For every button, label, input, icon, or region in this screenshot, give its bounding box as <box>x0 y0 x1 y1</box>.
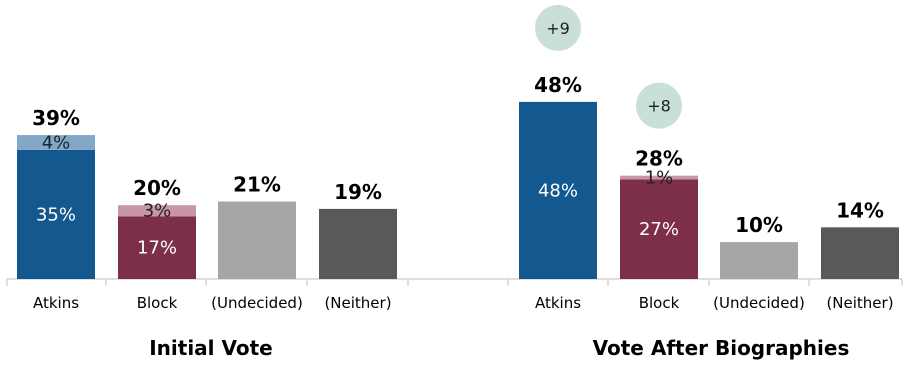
group-title-initial-vote: Initial Vote <box>149 336 273 360</box>
total-label-vote-after-biographies-atkins: 48% <box>534 73 582 97</box>
bar-segment-initial-vote-atkins-1 <box>17 135 95 150</box>
segment-label-vote-after-biographies-block-0: 27% <box>639 219 679 240</box>
bar-segment-vote-after-biographies-block-1 <box>620 175 698 180</box>
segment-label-vote-after-biographies-block-1: 1% <box>645 168 674 189</box>
bar-segment-initial-vote-block-0 <box>118 216 196 279</box>
bar-segment-vote-after-biographies-block-0 <box>620 179 698 279</box>
segment-label-initial-vote-atkins-0: 35% <box>36 204 76 225</box>
total-label-initial-vote-undecided: 21% <box>233 173 281 197</box>
bar-segment-initial-vote-undecided-0 <box>218 201 296 279</box>
segment-label-vote-after-biographies-atkins-0: 48% <box>538 180 578 201</box>
total-label-vote-after-biographies-neither: 14% <box>836 198 884 222</box>
bar-segment-initial-vote-atkins-0 <box>17 149 95 279</box>
change-badge-vote-after-biographies-atkins <box>535 4 581 51</box>
group-title-vote-after-biographies: Vote After Biographies <box>593 336 850 360</box>
segment-label-initial-vote-block-1: 3% <box>143 201 172 222</box>
bar-segment-vote-after-biographies-atkins-0 <box>519 101 597 279</box>
bar-segment-vote-after-biographies-undecided-0 <box>720 242 798 279</box>
segment-label-initial-vote-atkins-1: 4% <box>42 132 71 153</box>
category-label-initial-vote-undecided: (Undecided) <box>211 294 303 312</box>
category-label-initial-vote-atkins: Atkins <box>33 294 79 312</box>
category-label-vote-after-biographies-neither: (Neither) <box>826 294 893 312</box>
category-label-initial-vote-block: Block <box>137 294 178 312</box>
category-label-vote-after-biographies-undecided: (Undecided) <box>713 294 805 312</box>
bar-segment-vote-after-biographies-neither-0 <box>821 227 899 279</box>
category-label-vote-after-biographies-atkins: Atkins <box>535 294 581 312</box>
total-label-vote-after-biographies-block: 28% <box>635 147 683 171</box>
segment-label-initial-vote-block-0: 17% <box>137 238 177 259</box>
change-badge-vote-after-biographies-block <box>636 82 682 129</box>
total-label-initial-vote-atkins: 39% <box>32 106 80 130</box>
change-badge-label-vote-after-biographies-atkins: +9 <box>546 19 570 38</box>
bar-segment-initial-vote-block-1 <box>118 205 196 217</box>
total-label-initial-vote-neither: 19% <box>334 180 382 204</box>
total-label-vote-after-biographies-undecided: 10% <box>735 213 783 237</box>
change-badge-label-vote-after-biographies-block: +8 <box>647 97 671 116</box>
category-label-vote-after-biographies-block: Block <box>639 294 680 312</box>
category-label-initial-vote-neither: (Neither) <box>324 294 391 312</box>
total-label-initial-vote-block: 20% <box>133 176 181 200</box>
bar-segment-initial-vote-neither-0 <box>319 208 397 279</box>
